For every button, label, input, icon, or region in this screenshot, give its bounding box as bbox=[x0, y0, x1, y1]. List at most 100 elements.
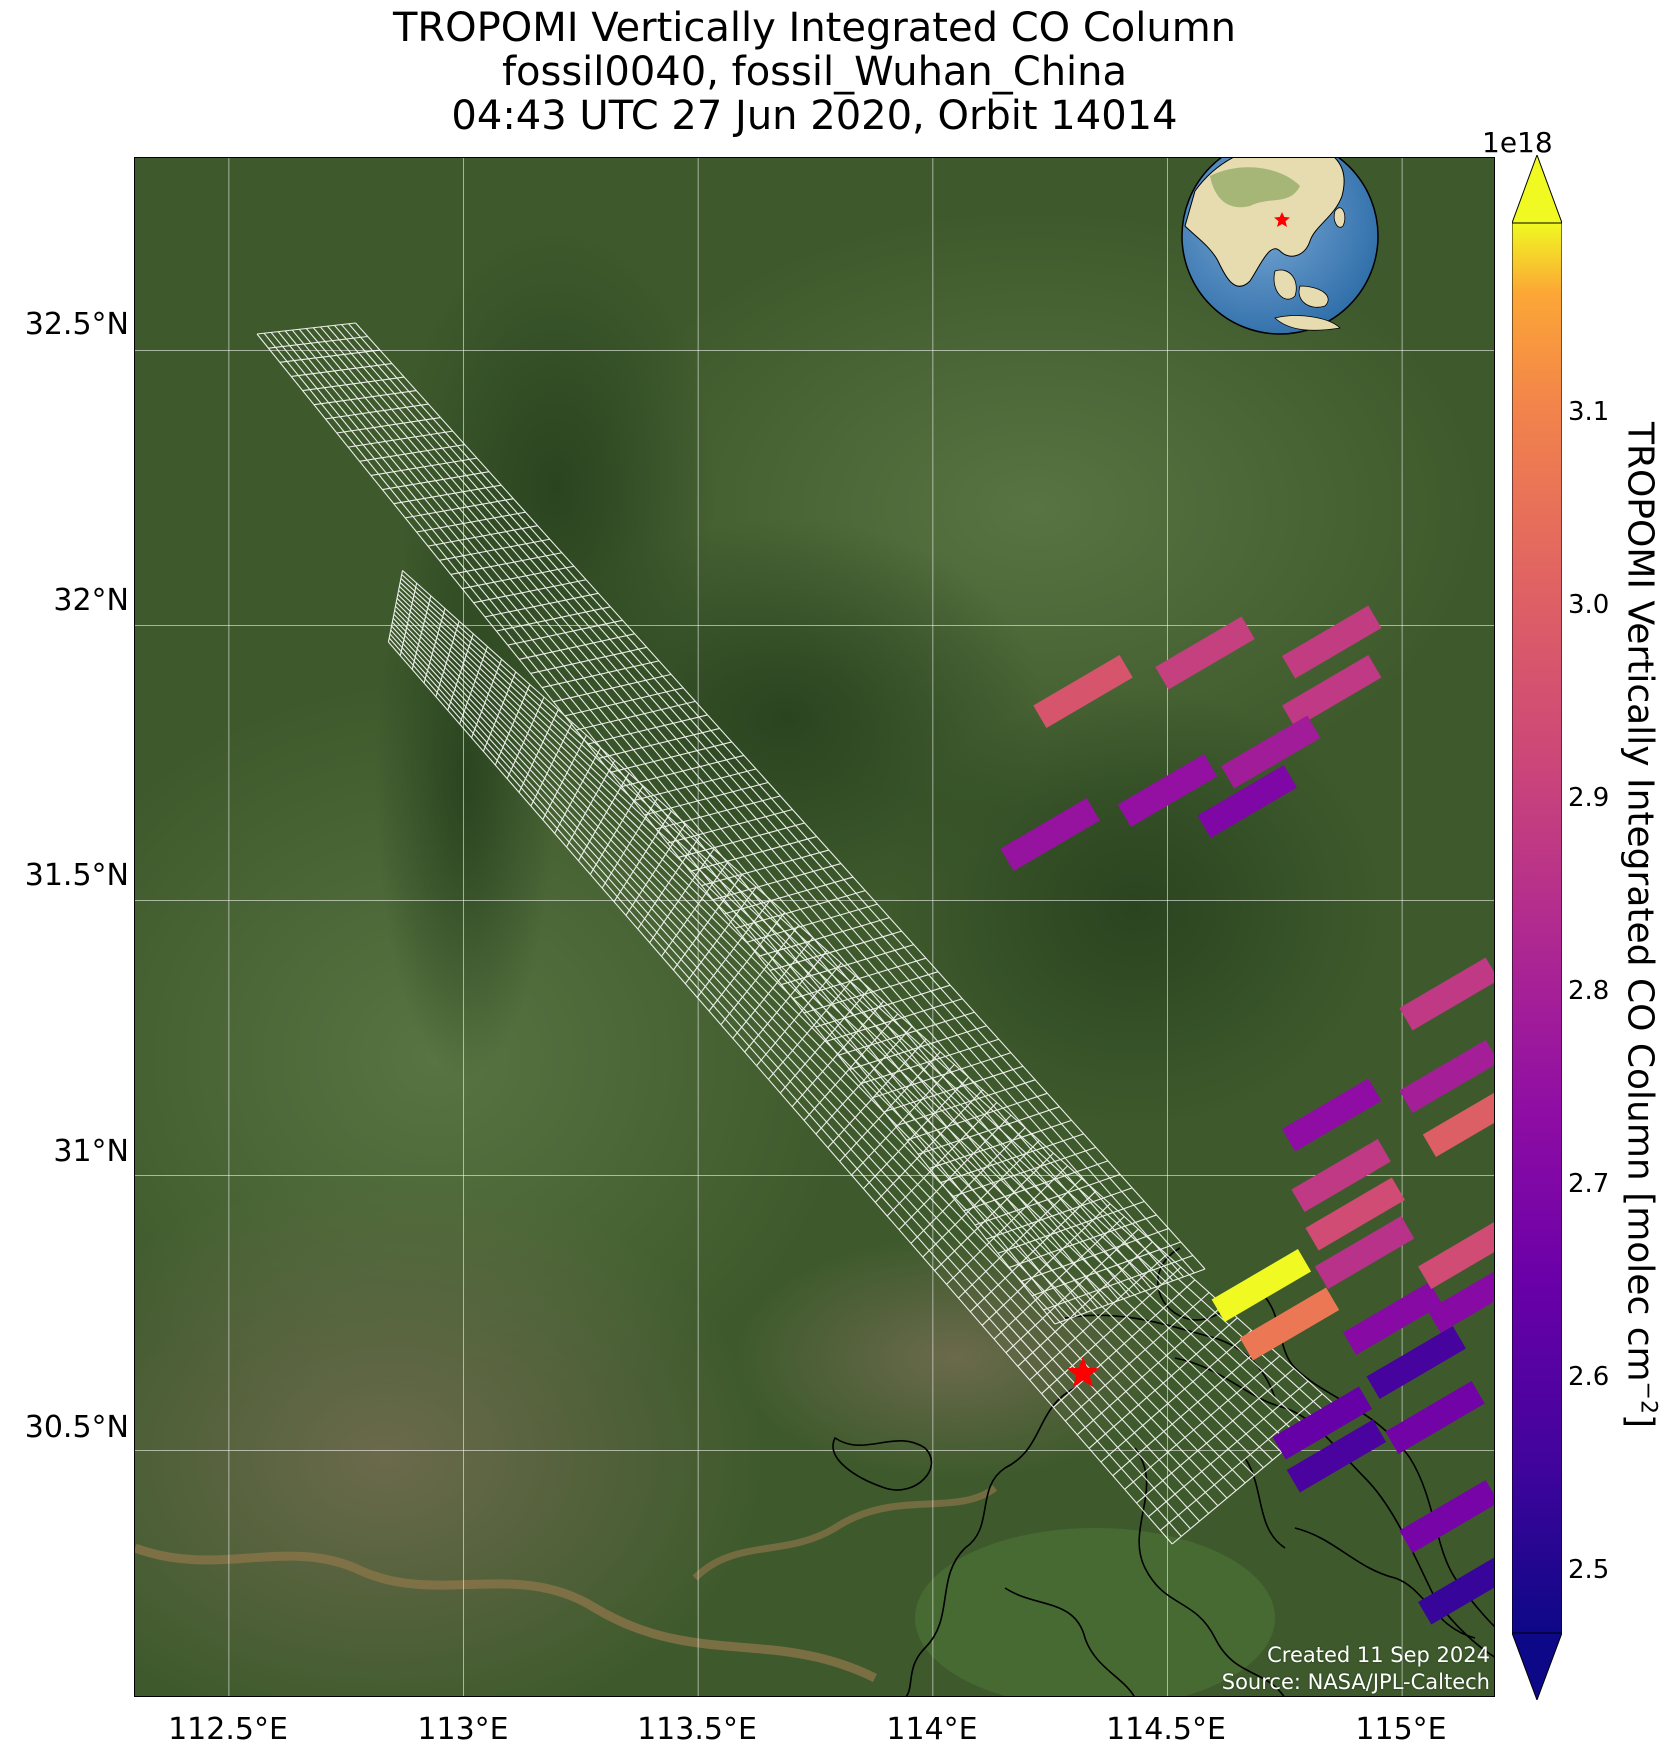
co-column-pixels bbox=[1000, 605, 1494, 1625]
upper-swath-line bbox=[860, 1038, 999, 1085]
upper-swath-line bbox=[564, 687, 684, 717]
colorbar-label-exponent: −2 bbox=[1635, 1381, 1661, 1414]
lower-swath-line bbox=[1029, 1254, 1168, 1381]
upper-swath-line bbox=[355, 322, 1206, 1270]
lower-swath-line bbox=[863, 1076, 969, 1190]
upper-swath-line bbox=[473, 579, 587, 604]
lower-swath-line bbox=[922, 1140, 1040, 1258]
inset-globe bbox=[1181, 158, 1379, 335]
lat-label-31-5: 31.5°N bbox=[24, 858, 129, 893]
lower-swath-line bbox=[423, 608, 446, 684]
lower-swath-line bbox=[803, 1013, 899, 1121]
map-svg bbox=[135, 158, 1494, 1696]
lower-swath-line bbox=[447, 633, 474, 711]
lower-swath-line bbox=[969, 1190, 1097, 1313]
inset-star bbox=[1274, 212, 1290, 227]
lower-swath-line bbox=[1159, 1393, 1323, 1531]
lower-swath-line bbox=[1112, 1342, 1267, 1477]
lat-label-32-5: 32.5°N bbox=[24, 307, 129, 342]
upper-swath-line bbox=[462, 565, 575, 590]
lower-swath-line bbox=[779, 988, 870, 1094]
lower-swath-line bbox=[435, 621, 460, 697]
upper-swath-line bbox=[940, 1133, 1084, 1184]
lat-label-32: 32°N bbox=[53, 583, 129, 618]
co-pixel bbox=[1211, 1249, 1312, 1322]
colorbar-extend-bottom bbox=[1512, 1632, 1562, 1700]
lower-swath-line bbox=[1088, 1317, 1238, 1449]
co-pixel bbox=[1000, 798, 1100, 871]
lower-swath-line bbox=[768, 975, 856, 1080]
upper-swath-line bbox=[997, 1200, 1145, 1254]
lower-swath-line bbox=[815, 1026, 913, 1135]
upper-swath-line bbox=[587, 714, 708, 745]
upper-swath-line bbox=[279, 349, 380, 363]
tropomi-footprint-grid bbox=[256, 322, 1337, 1545]
co-pixel bbox=[1343, 1282, 1443, 1355]
credit-text: Created 11 Sep 2024 Source: NASA/JPL-Cal… bbox=[1222, 1642, 1490, 1696]
upper-swath-line bbox=[952, 1146, 1096, 1198]
upper-swath-line bbox=[541, 660, 660, 689]
graticule bbox=[135, 158, 1494, 1696]
lower-swath-line bbox=[708, 912, 786, 1012]
lower-swath-line bbox=[1041, 1266, 1182, 1395]
lon-label-114-5: 114.5°E bbox=[1106, 1712, 1226, 1747]
lat-label-30-5: 30.5°N bbox=[24, 1410, 129, 1445]
lower-swath-line bbox=[1100, 1330, 1252, 1463]
co-pixel bbox=[1221, 715, 1321, 789]
cb-tick-3-0: 3.0 bbox=[1568, 590, 1610, 620]
upper-swath-line bbox=[735, 890, 866, 929]
co-pixel bbox=[1033, 655, 1133, 728]
upper-swath-line bbox=[427, 525, 538, 547]
lower-swath-line bbox=[1017, 1241, 1153, 1367]
co-pixel bbox=[1282, 655, 1382, 728]
upper-swath-line bbox=[803, 971, 939, 1014]
upper-swath-line bbox=[291, 362, 393, 377]
upper-swath-line bbox=[906, 1092, 1048, 1141]
upper-swath-line bbox=[450, 552, 562, 575]
lower-swath-line bbox=[494, 684, 531, 766]
co-pixel bbox=[1427, 1271, 1494, 1333]
map-plot-area[interactable] bbox=[134, 157, 1495, 1697]
lon-label-113-5: 113.5°E bbox=[637, 1712, 757, 1747]
lower-swath-line bbox=[1136, 1368, 1295, 1504]
upper-swath-line bbox=[393, 484, 502, 505]
lower-swath-line bbox=[1053, 1279, 1196, 1408]
upper-swath-line bbox=[678, 822, 805, 858]
lower-swath-line bbox=[1064, 1292, 1210, 1422]
upper-swath-line bbox=[883, 1065, 1024, 1113]
lower-swath-line bbox=[661, 861, 729, 957]
colorbar-label-main: TROPOMI Vertically Integrated CO Column … bbox=[1619, 421, 1661, 1382]
lower-swath-line bbox=[898, 1114, 1012, 1231]
lower-swath-line bbox=[518, 709, 559, 793]
lower-swath-line bbox=[577, 772, 630, 861]
upper-swath-line bbox=[838, 1011, 975, 1056]
lower-swath-line bbox=[981, 1203, 1111, 1326]
upper-swath-line bbox=[405, 498, 514, 519]
lon-label-113: 113°E bbox=[417, 1712, 509, 1747]
upper-swath-line bbox=[895, 1079, 1036, 1127]
upper-swath-line bbox=[929, 1119, 1072, 1169]
colorbar-extend-top bbox=[1512, 155, 1562, 224]
upper-swath-line bbox=[815, 984, 951, 1028]
target-marker bbox=[1066, 1356, 1100, 1388]
lower-swath-line bbox=[482, 671, 517, 752]
upper-swath-line bbox=[610, 741, 732, 773]
lower-swath-line bbox=[720, 924, 800, 1026]
upper-swath-line bbox=[336, 417, 441, 434]
upper-swath-line bbox=[268, 335, 368, 349]
upper-swath-line bbox=[553, 673, 672, 703]
title-line-2: fossil0040, fossil_Wuhan_China bbox=[501, 49, 1128, 95]
lower-swath-line bbox=[459, 646, 488, 725]
co-pixel bbox=[1399, 957, 1494, 1031]
co-pixel bbox=[1314, 1216, 1415, 1289]
lower-swath-line bbox=[649, 848, 715, 943]
co-pixel bbox=[1272, 1386, 1373, 1460]
lower-swath-line bbox=[625, 823, 686, 916]
lower-swath-line bbox=[910, 1127, 1026, 1244]
lower-swath-line bbox=[542, 734, 587, 820]
lower-swath-line bbox=[613, 810, 672, 902]
upper-swath-line bbox=[621, 754, 745, 788]
lat-label-31: 31°N bbox=[53, 1134, 129, 1169]
co-pixel bbox=[1155, 616, 1255, 690]
lower-swath-line bbox=[732, 937, 814, 1039]
